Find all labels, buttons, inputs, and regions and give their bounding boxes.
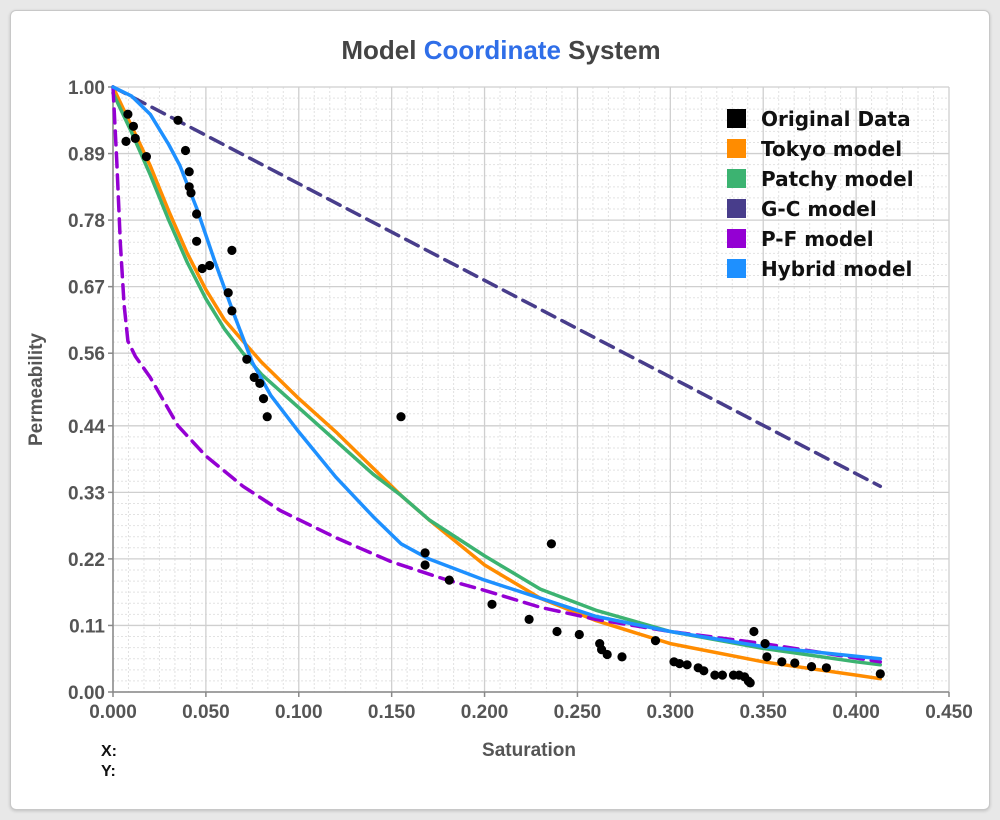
y-tick-label: 0.44: [68, 417, 105, 438]
legend-swatch: [727, 169, 746, 188]
legend-label: Tokyo model: [761, 137, 902, 161]
x-tick-label: 0.000: [89, 702, 137, 723]
x-tick-label: 0.400: [832, 702, 880, 723]
x-tick-label: 0.250: [554, 702, 602, 723]
series-layer: [111, 85, 885, 688]
axes: [108, 86, 950, 697]
data-point: [546, 539, 557, 549]
data-point: [262, 412, 272, 422]
data-point: [121, 136, 131, 146]
data-point: [186, 188, 196, 198]
data-point: [123, 109, 133, 119]
data-point: [617, 652, 627, 662]
data-point: [180, 145, 191, 156]
data-point: [255, 378, 265, 388]
data-point: [396, 412, 406, 422]
data-point: [717, 670, 728, 680]
x-tick-label: 0.100: [275, 702, 323, 723]
data-point: [141, 152, 151, 162]
data-point: [227, 245, 237, 255]
legend-label: Patchy model: [761, 167, 914, 191]
y-tick-label: 1.00: [68, 78, 105, 99]
data-point: [821, 663, 832, 673]
chart-title-part: Model: [341, 35, 423, 65]
data-point: [574, 629, 584, 640]
data-point: [249, 372, 259, 382]
labels: 0.000 0.050 0.100 0.150 0.200 0.250 0.300 0.350…: [26, 35, 973, 761]
y-tick-label: 0.56: [68, 344, 105, 365]
data-point: [602, 649, 612, 660]
cursor-y-readout: Y:: [101, 763, 116, 780]
data-point: [650, 636, 661, 646]
data-point: [745, 678, 755, 688]
data-point: [552, 626, 562, 637]
data-point: [777, 657, 787, 667]
data-point: [420, 560, 430, 570]
series-line-patchy-model: [111, 91, 883, 667]
data-point: [197, 263, 207, 274]
chart-canvas[interactable]: 0.000 0.050 0.100 0.150 0.200 0.250 0.300 0.350…: [11, 11, 989, 809]
data-point: [223, 288, 233, 298]
data-point: [130, 133, 140, 143]
data-point: [524, 614, 534, 625]
y-axis-label: Permeability: [26, 333, 47, 446]
data-point: [762, 652, 772, 662]
y-tick-label: 0.00: [68, 683, 105, 704]
chart-title: Model Coordinate System: [341, 35, 660, 65]
data-point: [205, 260, 215, 271]
x-tick-label: 0.150: [368, 702, 416, 723]
x-tick-label: 0.050: [182, 702, 230, 723]
legend-swatch: [727, 229, 746, 248]
x-tick-label: 0.200: [461, 702, 509, 723]
x-axis-label: Saturation: [482, 740, 576, 761]
y-tick-label: 0.89: [68, 145, 105, 166]
data-point: [749, 626, 759, 637]
y-tick-label: 0.67: [68, 278, 105, 299]
y-tick-label: 0.33: [68, 483, 105, 504]
data-point: [192, 209, 202, 219]
data-point: [128, 121, 138, 131]
cursor-x-readout: X:: [101, 743, 117, 760]
data-point: [699, 666, 709, 676]
data-point: [192, 236, 202, 246]
data-point: [487, 599, 497, 609]
legend-swatch: [727, 199, 746, 218]
legend-swatch: [727, 259, 746, 278]
legend-swatch: [727, 139, 746, 158]
chart-title-part: System: [561, 35, 661, 65]
series-line-hybrid-model: [111, 85, 883, 661]
data-point: [875, 669, 885, 679]
legend-label: P-F model: [761, 227, 874, 251]
data-point: [806, 662, 817, 672]
data-point: [760, 639, 770, 649]
data-point: [790, 658, 800, 668]
data-point: [675, 659, 685, 669]
data-point: [444, 575, 454, 585]
data-point: [242, 354, 252, 364]
data-point: [420, 548, 430, 558]
x-tick-label: 0.450: [925, 702, 973, 723]
x-tick-label: 0.300: [647, 702, 695, 723]
legend-label: G-C model: [761, 197, 877, 221]
y-tick-label: 0.78: [68, 211, 105, 232]
data-point: [682, 660, 692, 670]
series-line-g-c-model: [111, 85, 883, 489]
y-tick-label: 0.11: [69, 616, 105, 637]
data-point: [227, 306, 237, 316]
y-tick-label: 0.22: [68, 550, 105, 571]
legend-label: Hybrid model: [761, 257, 912, 281]
data-point: [710, 670, 720, 680]
series-line-p-f-model: [111, 85, 883, 664]
x-tick-label: 0.350: [739, 702, 787, 723]
chart-title-part: Coordinate: [424, 35, 561, 65]
series-line-tokyo-model: [111, 85, 883, 681]
chart-panel: 0.000 0.050 0.100 0.150 0.200 0.250 0.300 0.350…: [10, 10, 990, 810]
legend-label: Original Data: [761, 107, 911, 131]
legend-swatch: [727, 109, 746, 128]
legend: Original Data Tokyo model Patchy model G-C …: [727, 107, 914, 281]
data-point: [184, 167, 194, 177]
data-point: [258, 394, 269, 404]
data-point: [173, 115, 183, 125]
